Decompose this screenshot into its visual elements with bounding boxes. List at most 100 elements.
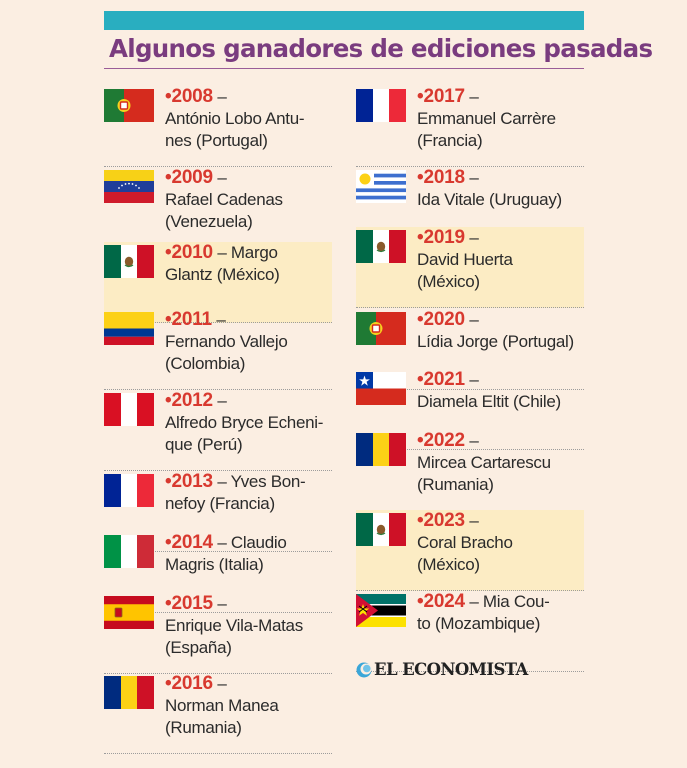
year-dash: – — [217, 87, 227, 106]
winner-text: •2010 – Margo Glantz (México) — [165, 242, 280, 286]
winner-entry: •2020 – Lídia Jorge (Portugal) — [356, 309, 584, 390]
year-dash: – — [217, 594, 227, 613]
winner-line-2: António Lobo Antu- — [165, 109, 305, 128]
winner-line-2: Enrique Vila-Matas — [165, 616, 303, 635]
winner-text: •2014 – Claudio Magris (Italia) — [165, 532, 287, 576]
winner-line-3: nefoy (Francia) — [165, 494, 275, 513]
winner-year: •2013 — [165, 471, 213, 492]
winner-line-1: •2010 – Margo — [165, 242, 280, 264]
uruguay-flag-icon — [356, 170, 406, 203]
header-bar — [104, 11, 584, 30]
portugal-flag-icon — [104, 89, 154, 122]
year-dash: – — [217, 168, 227, 187]
winner-year: •2015 — [165, 593, 213, 614]
year-dash: – — [217, 674, 227, 693]
winner-text: •2008 – António Lobo Antu-nes (Portugal) — [165, 86, 305, 152]
winner-line-2: Rafael Cadenas — [165, 190, 283, 209]
winner-line-3: nes (Portugal) — [165, 131, 268, 150]
winner-text: •2015 – Enrique Vila-Matas (España) — [165, 593, 303, 659]
winner-line-2: Ida Vitale (Uruguay) — [417, 190, 562, 209]
winner-line-1: •2018 – — [417, 167, 562, 189]
winner-entry: •2018 – Ida Vitale (Uruguay) — [356, 167, 584, 248]
winner-line-2: David Huerta — [417, 250, 513, 269]
year-dash: – — [217, 391, 227, 410]
winner-line-3: Magris (Italia) — [165, 555, 264, 574]
winner-entry: •2023 – Coral Bracho (México) — [356, 510, 584, 591]
winner-name-start: – Yves Bon- — [217, 472, 306, 491]
winner-line-1: •2011 – — [165, 309, 287, 331]
colombia-flag-icon — [104, 312, 154, 345]
winner-entry: •2011 – Fernando Vallejo (Colombia) — [104, 309, 332, 390]
winner-year: •2019 — [417, 227, 465, 248]
winner-text: •2022 – Mircea Cartarescu (Rumania) — [417, 430, 551, 496]
winner-line-3: (Rumania) — [165, 718, 242, 737]
winner-line-2: Diamela Eltit (Chile) — [417, 392, 561, 411]
year-dash: – — [469, 310, 479, 329]
winner-line-1: •2013 – Yves Bon- — [165, 471, 306, 493]
mexico-flag-icon — [356, 513, 406, 546]
winner-line-2: Mircea Cartarescu — [417, 453, 551, 472]
winner-line-1: •2012 – — [165, 390, 323, 412]
winner-text: •2018 – Ida Vitale (Uruguay) — [417, 167, 562, 211]
winner-line-2: Lídia Jorge (Portugal) — [417, 332, 574, 351]
winner-name-start: – Margo — [217, 243, 278, 262]
mexico-flag-icon — [356, 230, 406, 263]
winner-line-1: •2016 – — [165, 673, 279, 695]
year-dash: – — [469, 431, 479, 450]
title-divider — [104, 68, 584, 69]
winner-name-start: – Mia Cou- — [469, 592, 550, 611]
winner-line-1: •2017 – — [417, 86, 556, 108]
winner-text: •2013 – Yves Bon-nefoy (Francia) — [165, 471, 306, 515]
winner-line-1: •2014 – Claudio — [165, 532, 287, 554]
el-economista-logo: EL ECONOMISTA — [356, 660, 528, 679]
spain-flag-icon — [104, 596, 154, 629]
winner-line-3: Glantz (México) — [165, 265, 280, 284]
winner-text: •2011 – Fernando Vallejo (Colombia) — [165, 309, 288, 375]
winner-line-3: (España) — [165, 638, 232, 657]
winner-year: •2023 — [417, 510, 465, 531]
winner-entry: •2016 – Norman Manea (Rumania) — [104, 673, 332, 754]
year-dash: – — [469, 511, 479, 530]
winner-year: •2014 — [165, 532, 213, 553]
winner-text: •2019 – David Huerta (México) — [417, 227, 513, 293]
winner-line-1: •2021 – — [417, 369, 561, 391]
peru-flag-icon — [104, 393, 154, 426]
winner-line-2: Alfredo Bryce Echeni- — [165, 413, 324, 432]
romania-flag-icon — [356, 433, 406, 466]
winner-year: •2018 — [417, 167, 465, 188]
winner-line-2: Emmanuel Carrère — [417, 109, 556, 128]
winner-entry: •2010 – Margo Glantz (México) — [104, 242, 332, 323]
winner-line-1: •2024 – Mia Cou- — [417, 591, 550, 613]
winner-line-1: •2008 – — [165, 86, 304, 108]
logo-globe-icon — [356, 662, 372, 677]
year-dash: – — [216, 310, 226, 329]
winner-line-3: (Rumania) — [417, 475, 494, 494]
winner-year: •2017 — [417, 86, 465, 107]
winner-entry: •2022 – Mircea Cartarescu (Rumania) — [356, 430, 584, 511]
winner-line-1: •2020 – — [417, 309, 574, 331]
winner-text: •2021 – Diamela Eltit (Chile) — [417, 369, 561, 413]
winner-year: •2020 — [417, 309, 465, 330]
chile-flag-icon — [356, 372, 406, 405]
winner-year: •2011 — [165, 309, 212, 330]
winner-text: •2020 – Lídia Jorge (Portugal) — [417, 309, 574, 353]
winner-year: •2016 — [165, 673, 213, 694]
logo-text: EL ECONOMISTA — [374, 660, 528, 679]
winner-text: •2009 – Rafael Cadenas (Venezuela) — [165, 167, 283, 233]
winner-entry: •2019 – David Huerta (México) — [356, 227, 584, 308]
winner-line-3: que (Perú) — [165, 435, 243, 454]
winner-text: •2012 – Alfredo Bryce Echeni-que (Perú) — [165, 390, 323, 456]
mozambique-flag-icon — [356, 594, 406, 627]
page-title: Algunos ganadores de ediciones pasadas — [109, 34, 653, 63]
winner-entry: •2009 – Rafael Cadenas (Venezuela) — [104, 167, 332, 248]
winner-line-3: (México) — [417, 272, 480, 291]
winner-line-1: •2022 – — [417, 430, 551, 452]
year-dash: – — [469, 228, 479, 247]
winner-entry: •2024 – Mia Cou-to (Mozambique) — [356, 591, 584, 672]
venezuela-flag-icon — [104, 170, 154, 203]
winner-line-1: •2015 – — [165, 593, 303, 615]
winner-year: •2010 — [165, 242, 213, 263]
winner-text: •2023 – Coral Bracho (México) — [417, 510, 513, 576]
winner-entry: •2012 – Alfredo Bryce Echeni-que (Perú) — [104, 390, 332, 471]
winner-text: •2024 – Mia Cou-to (Mozambique) — [417, 591, 550, 635]
